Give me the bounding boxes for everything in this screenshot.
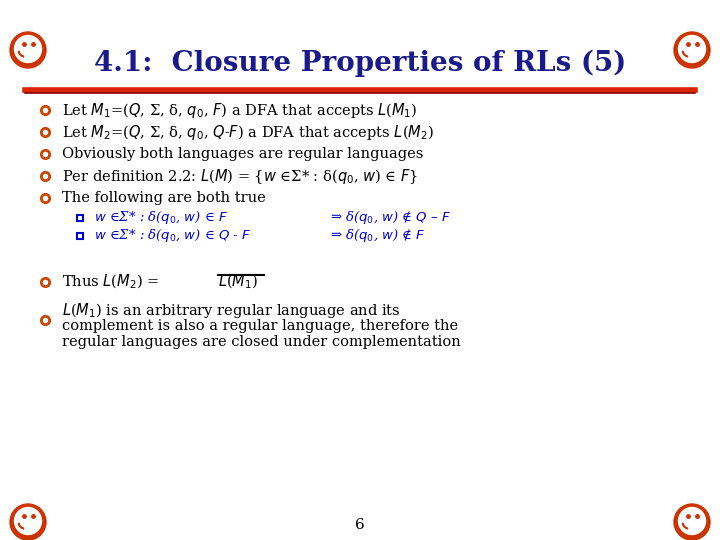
- Circle shape: [14, 508, 42, 535]
- Text: 4.1:  Closure Properties of RLs (5): 4.1: Closure Properties of RLs (5): [94, 50, 626, 77]
- Circle shape: [678, 508, 706, 535]
- Text: Per definition 2.2: $L$($M$) = {$w$ ∈Σ* : δ($q_0$, $w$) ∈ $F$}: Per definition 2.2: $L$($M$) = {$w$ ∈Σ* …: [62, 166, 418, 186]
- Circle shape: [10, 504, 46, 540]
- Circle shape: [14, 36, 42, 63]
- Circle shape: [674, 32, 710, 68]
- Text: $L$($M_1$) is an arbitrary regular language and its: $L$($M_1$) is an arbitrary regular langu…: [62, 300, 400, 320]
- Text: $w$ ∈Σ* : δ($q_0$, $w$) ∈ $Q$ - $F$: $w$ ∈Σ* : δ($q_0$, $w$) ∈ $Q$ - $F$: [94, 227, 251, 245]
- Text: $w$ ∈Σ* : δ($q_0$, $w$) ∈ $F$: $w$ ∈Σ* : δ($q_0$, $w$) ∈ $F$: [94, 210, 228, 226]
- Text: complement is also a regular language, therefore the: complement is also a regular language, t…: [62, 319, 458, 333]
- Text: ⇒ δ($q_0$, $w$) ∉ $Q$ – $F$: ⇒ δ($q_0$, $w$) ∉ $Q$ – $F$: [330, 210, 451, 226]
- Circle shape: [674, 504, 710, 540]
- Text: $L$($M_1$): $L$($M_1$): [218, 273, 258, 291]
- Text: regular languages are closed under complementation: regular languages are closed under compl…: [62, 335, 461, 349]
- Text: Obviously both languages are regular languages: Obviously both languages are regular lan…: [62, 147, 423, 161]
- Circle shape: [678, 36, 706, 63]
- Text: 6: 6: [355, 518, 365, 532]
- Text: Thus $L$($M_2$) =: Thus $L$($M_2$) =: [62, 273, 161, 291]
- Text: ⇒ δ($q_0$, $w$) ∉ $F$: ⇒ δ($q_0$, $w$) ∉ $F$: [330, 227, 426, 245]
- Text: Let $M_2$=($Q$, Σ, δ, $q_0$, $Q$-$F$) a DFA that accepts $L$($M_2$): Let $M_2$=($Q$, Σ, δ, $q_0$, $Q$-$F$) a …: [62, 123, 434, 141]
- Circle shape: [10, 32, 46, 68]
- Text: The following are both true: The following are both true: [62, 191, 266, 205]
- Text: Let $M_1$=($Q$, Σ, δ, $q_0$, $F$) a DFA that accepts $L$($M_1$): Let $M_1$=($Q$, Σ, δ, $q_0$, $F$) a DFA …: [62, 100, 418, 119]
